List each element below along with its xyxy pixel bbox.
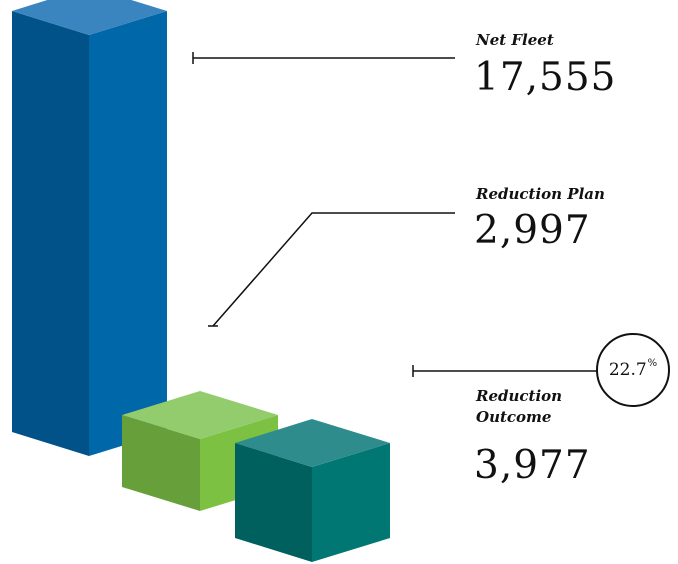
percent-value: 22.7 [608, 360, 647, 380]
bar-net-fleet [12, 0, 167, 456]
bar-reduction-outcome-top-face [235, 419, 390, 467]
value-reduction-plan: 2,997 [474, 208, 591, 253]
label-net-fleet: Net Fleet [476, 31, 554, 49]
label-reduction-plan: Reduction Plan [476, 185, 605, 203]
label-reduction-outcome: Reduction Outcome [476, 387, 563, 426]
value-net-fleet: 17,555 [474, 55, 617, 100]
bar-reduction-plan-left-face [122, 415, 200, 511]
leader-line-reduction-plan [212, 212, 455, 327]
percent-badge: 22.7% [596, 333, 670, 407]
bar-reduction-plan-top-face [122, 391, 278, 439]
percent-unit: % [647, 357, 658, 369]
bar-reduction-outcome-left-face [235, 443, 312, 562]
bar-reduction-outcome-right-face [312, 443, 390, 562]
bar-net-fleet-top-face [12, 0, 167, 35]
value-reduction-outcome: 3,977 [474, 443, 591, 488]
bars [12, 0, 390, 562]
bar-net-fleet-left-face [12, 11, 89, 456]
bar-reduction-outcome [235, 419, 390, 562]
bar-net-fleet-right-face [89, 11, 167, 456]
leader-lines [192, 52, 597, 377]
